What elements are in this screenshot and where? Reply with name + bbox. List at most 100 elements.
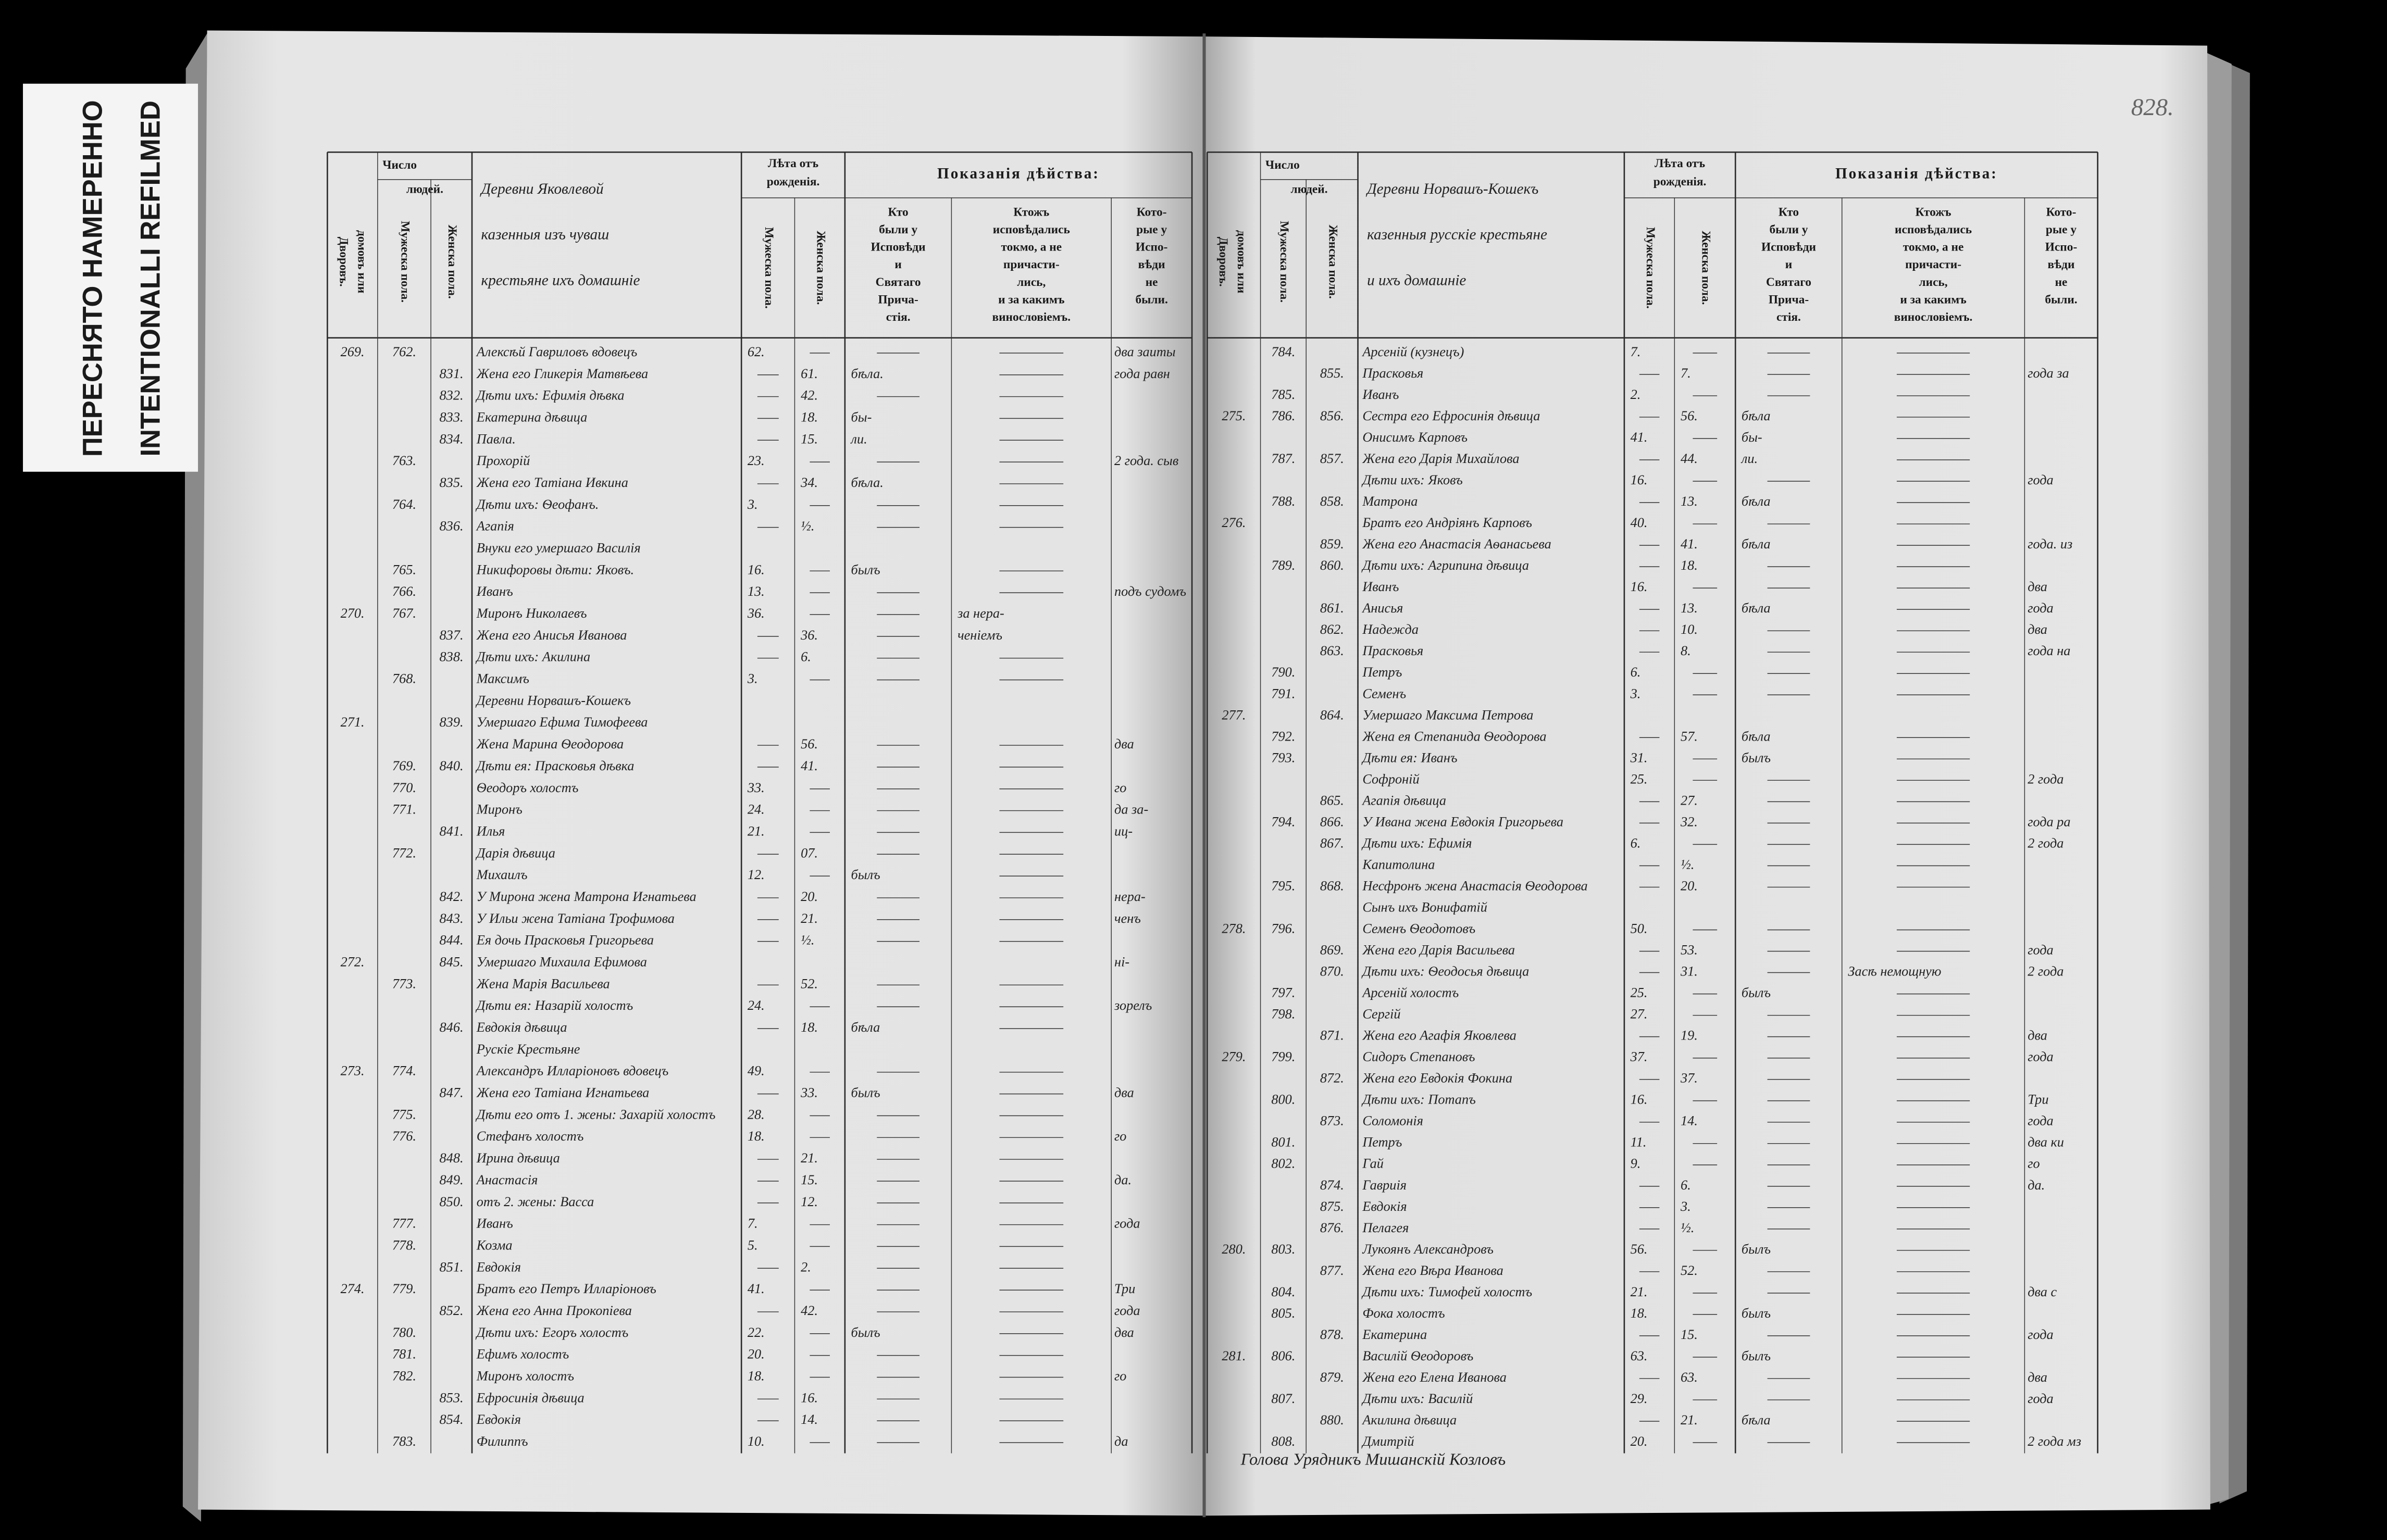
- cell-name: Екатерина дѣвица: [476, 409, 587, 424]
- cell-m: 779.: [392, 1281, 416, 1296]
- cell-name: Иванъ: [1362, 579, 1399, 594]
- cell-c1: былъ: [1742, 1306, 1771, 1321]
- cell-ma: 13.: [748, 584, 765, 599]
- cell-name: Софронiй: [1362, 771, 1419, 786]
- cell-m: 764.: [392, 497, 416, 512]
- cell-name: Евдокiя дѣвица: [476, 1020, 567, 1035]
- header-text: Кото-: [2046, 205, 2077, 219]
- cell-name: Жена его Вѣра Иванова: [1362, 1263, 1503, 1278]
- cell-fa: 57.: [1681, 729, 1698, 744]
- cell-c3: 2 года мз: [2028, 1434, 2081, 1449]
- cell-c3: два: [2028, 1370, 2047, 1385]
- entry-row: 831. Жена его Гликерiя Матвѣева 61. бѣла. го…: [440, 366, 1170, 381]
- cell-c3: два ки: [2028, 1135, 2064, 1150]
- entry-row: Михаилъ 12. былъ: [476, 867, 1064, 882]
- cell-name: Арсенiй холостъ: [1361, 985, 1459, 1000]
- cell-f: 842.: [440, 889, 464, 904]
- cell-name: Прасковья: [1362, 366, 1423, 381]
- cell-m: 793.: [1271, 750, 1295, 765]
- header-text: не: [1146, 276, 1158, 289]
- register-table: Число людей. Дворовъ. домовъ или Мужеска пол…: [327, 151, 1193, 1454]
- header-text: причасти-: [1905, 258, 1961, 271]
- cell-fa: ½.: [1681, 857, 1694, 872]
- cell-name: Надежда: [1362, 622, 1419, 637]
- cell-ma: 28.: [748, 1107, 765, 1122]
- cell-ma: 23.: [748, 453, 765, 468]
- cell-name: Дѣти ихъ: Ѳеофанъ.: [475, 497, 599, 512]
- entry-row: 865. Агапiя дѣвица 27.: [1320, 793, 1970, 808]
- header-text: Испо-: [1136, 241, 1167, 254]
- cell-name: Миронъ Николаевъ: [476, 606, 587, 621]
- entry-row: 797. Арсенiй холостъ 25. былъ: [1271, 985, 1970, 1000]
- cell-name: Жена ея Степанида Ѳеодорова: [1362, 729, 1546, 744]
- cell-name: Жена его Анна Прокопiева: [476, 1303, 632, 1318]
- cell-m: 795.: [1271, 878, 1295, 893]
- cell-c1: былъ: [1742, 750, 1771, 765]
- entry-row: Капитолина ½.: [1362, 857, 1970, 872]
- cell-name: Капитолина: [1362, 857, 1435, 872]
- cell-m: 783.: [392, 1434, 416, 1449]
- cell-name: Дѣти ея: Иванъ: [1361, 750, 1457, 765]
- cell-name: У Ильи жена Татiана Трофимова: [477, 911, 675, 926]
- entry-row: 276. Братъ его Андрiянъ Карповъ 40.: [1222, 515, 1970, 530]
- cell-c3: года за: [2028, 366, 2069, 381]
- cell-name: Анастасiя: [476, 1172, 538, 1187]
- cell-fa: 21.: [1681, 1412, 1698, 1428]
- entry-row: 877. Жена его Вѣра Иванова 52.: [1320, 1263, 1970, 1278]
- cell-name: У Ивана жена Евдокiя Григорьева: [1362, 814, 1563, 829]
- cell-f: 863.: [1320, 643, 1344, 658]
- signature: Голова Урядникъ Мишанскiй Козловъ: [1240, 1449, 1506, 1468]
- cell-c3: да.: [2028, 1178, 2045, 1193]
- header-text: лись,: [1919, 276, 1947, 289]
- cell-ma: 5.: [748, 1237, 758, 1253]
- entry-row: 849. Анастасiя 15. да.: [440, 1172, 1132, 1187]
- entry-row: 869. Жена его Дарiя Васильева 53. года: [1320, 943, 2054, 958]
- cell-name: Дѣти ихъ: Акилина: [475, 649, 590, 665]
- cell-m: 780.: [392, 1325, 416, 1340]
- cell-f: 859.: [1320, 536, 1344, 552]
- cell-d: 275.: [1222, 408, 1246, 423]
- stamp-card: [23, 83, 198, 472]
- header-text: Число: [382, 158, 417, 172]
- cell-name: Михаилъ: [476, 867, 528, 882]
- cell-ma: 25.: [1631, 771, 1648, 786]
- cell-c3: го: [1114, 1369, 1126, 1384]
- header-text: вѣди: [1138, 258, 1165, 271]
- cell-fa: 16.: [801, 1390, 818, 1405]
- header-text: домовъ или: [1235, 230, 1248, 293]
- cell-c1: бѣла: [1742, 408, 1771, 423]
- name-header: и ихъ домашнiе: [1367, 272, 1466, 289]
- header-text: Женска пола.: [1699, 231, 1712, 305]
- entry-row: 788. 858. Матрона 13. бѣла: [1271, 494, 1970, 509]
- cell-ma: 22.: [748, 1325, 765, 1340]
- cell-c3: года: [2028, 1327, 2053, 1342]
- cell-c1: бѣла: [1742, 536, 1771, 552]
- cell-ma: 20.: [748, 1347, 765, 1362]
- cell-ma: 21.: [1631, 1284, 1648, 1299]
- header-text: Прича-: [1769, 293, 1809, 306]
- cell-c1: бѣла: [1742, 1412, 1771, 1428]
- cell-name: Стефанъ холостъ: [477, 1129, 584, 1144]
- cell-name: Евдокiя: [476, 1259, 521, 1274]
- entry-row: 837. Жена его Анисья Иванова 36. ченiемъ: [440, 628, 1003, 643]
- cell-d: 279.: [1222, 1049, 1246, 1065]
- header-text: Ктожъ: [1916, 205, 1951, 219]
- header-text: были у: [1769, 223, 1808, 236]
- entry-row: 855. Прасковья 7. года за: [1320, 366, 2069, 381]
- cell-c2: ченiемъ: [958, 628, 1002, 643]
- entry-row: 876. Пелагея ½.: [1320, 1220, 1970, 1235]
- entry-row: Внуки его умершаго Василiя: [477, 540, 641, 555]
- entry-row: 870. Дѣти ихъ: Ѳеодосья дѣвица 31. Засѣ нем…: [1320, 964, 2064, 979]
- cell-f: 840.: [440, 758, 464, 773]
- cell-c1: бѣла.: [851, 366, 884, 381]
- entry-row: Рускiе Крестьяне: [476, 1042, 580, 1057]
- cell-name: Петръ: [1362, 665, 1402, 680]
- cell-c3: иц-: [1114, 823, 1133, 838]
- cell-f: 877.: [1320, 1263, 1344, 1278]
- entry-row: 769. 840. Дѣти ея: Прасковья дѣвка 41.: [392, 758, 1064, 773]
- entry-row: 833. Екатерина дѣвица 18. бы-: [440, 409, 1064, 424]
- cell-ma: 31.: [1630, 750, 1648, 765]
- cell-c2: за нера-: [957, 606, 1004, 621]
- cell-c3: года: [1114, 1216, 1140, 1231]
- cell-m: 774.: [392, 1063, 416, 1079]
